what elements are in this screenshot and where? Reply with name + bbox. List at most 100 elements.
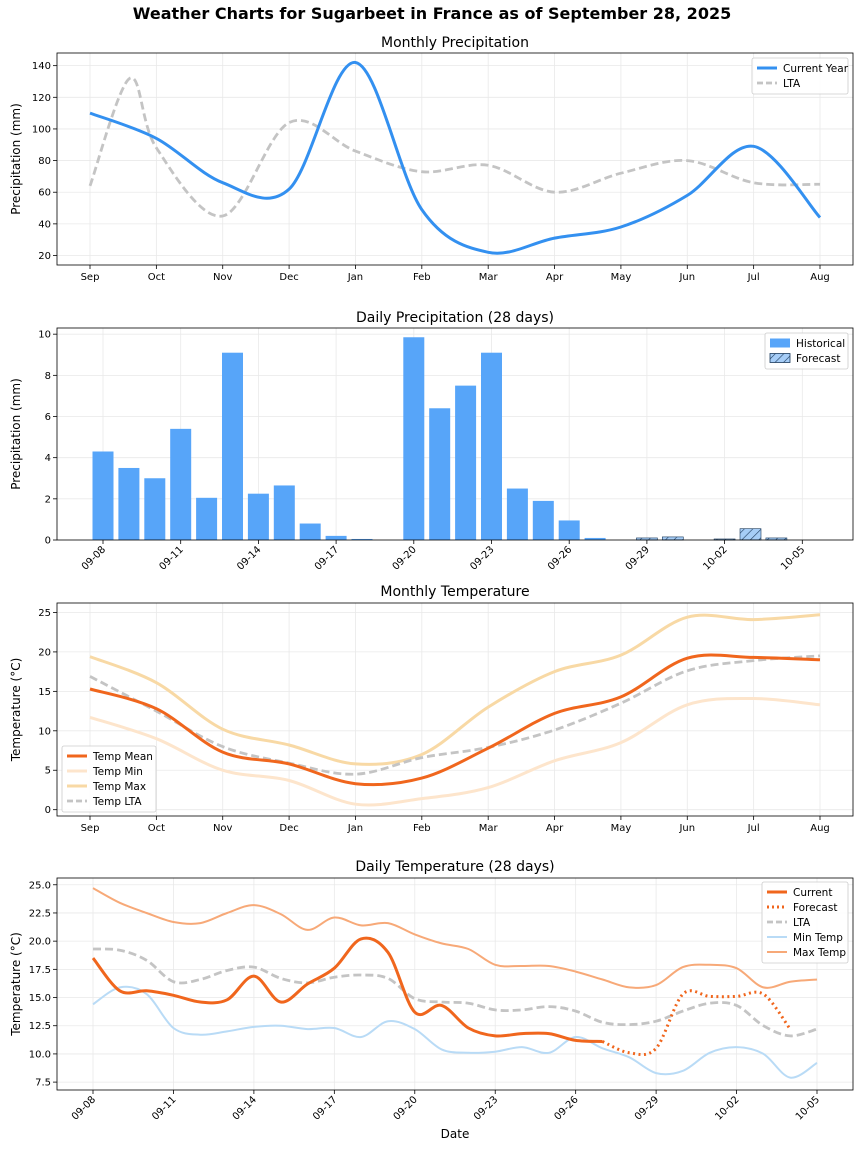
y-tick-label: 5 bbox=[45, 766, 51, 777]
y-tick-label: 140 bbox=[32, 61, 51, 72]
x-tick-label: Oct bbox=[148, 272, 165, 283]
historical-bar bbox=[92, 451, 114, 540]
x-tick-label: Aug bbox=[810, 272, 830, 283]
historical-bar bbox=[222, 352, 243, 540]
chart-title: Daily Precipitation (28 days) bbox=[356, 310, 554, 326]
chart-monthly_precip: Monthly Precipitation 20 40 60 80 100 120 140 Pr… bbox=[9, 35, 854, 283]
x-tick-label: Jun bbox=[678, 272, 695, 283]
plot-frame bbox=[56, 327, 854, 541]
historical-bar bbox=[455, 385, 477, 540]
legend-label: Historical bbox=[796, 338, 845, 350]
plot-frame bbox=[56, 877, 854, 1091]
chart-title: Daily Temperature (28 days) bbox=[355, 859, 554, 875]
legend-item: Max Temp bbox=[767, 947, 846, 959]
chart-title: Monthly Temperature bbox=[380, 584, 529, 600]
y-axis-label: Precipitation (mm) bbox=[9, 378, 23, 490]
series-current-year-line bbox=[89, 61, 822, 255]
y-tick-label: 10 bbox=[38, 726, 51, 737]
legend-item: Temp Mean bbox=[67, 751, 153, 763]
y-tick-label: 10.0 bbox=[29, 1049, 51, 1060]
chart-title: Monthly Precipitation bbox=[381, 35, 529, 51]
y-tick-label: 10 bbox=[38, 330, 51, 341]
historical-bar bbox=[144, 478, 166, 540]
x-tick-label: May bbox=[611, 823, 632, 834]
x-tick-label: 09-11 bbox=[150, 1094, 178, 1122]
x-tick-label: 10-02 bbox=[713, 1094, 741, 1122]
x-tick-label: Oct bbox=[148, 823, 165, 834]
x-tick-label: 09-08 bbox=[80, 544, 108, 572]
x-tick-label: Apr bbox=[546, 823, 564, 834]
x-tick-label: Nov bbox=[213, 272, 233, 283]
x-tick-label: 10-05 bbox=[779, 544, 807, 572]
y-tick-label: 20.0 bbox=[29, 937, 51, 948]
y-tick-label: 80 bbox=[38, 156, 51, 167]
legend-item: Min Temp bbox=[767, 932, 843, 944]
y-tick-label: 40 bbox=[38, 219, 51, 230]
x-tick-label: Jun bbox=[678, 823, 695, 834]
legend-label: Temp Min bbox=[92, 766, 143, 778]
series-temp-mean-line bbox=[89, 653, 821, 787]
legend-label: Forecast bbox=[796, 353, 840, 365]
legend-swatch bbox=[770, 338, 790, 348]
historical-bar bbox=[403, 337, 425, 540]
legend-label: Temp Max bbox=[92, 781, 146, 793]
historical-bar bbox=[247, 493, 269, 540]
historical-bar bbox=[351, 538, 373, 540]
x-tick-label: 09-11 bbox=[157, 544, 185, 572]
legend-item: LTA bbox=[757, 78, 801, 90]
x-tick-label: 10-05 bbox=[794, 1094, 822, 1122]
x-tick-label: Jan bbox=[347, 823, 363, 834]
forecast-bar bbox=[739, 528, 762, 541]
x-tick-label: May bbox=[611, 272, 632, 283]
x-tick-label: 09-29 bbox=[633, 1094, 661, 1122]
legend-item: Temp Min bbox=[67, 766, 143, 778]
legend-item: Forecast bbox=[769, 353, 840, 365]
y-tick-label: 20 bbox=[38, 647, 51, 658]
x-tick-label: Feb bbox=[413, 823, 431, 834]
y-tick-label: 120 bbox=[32, 93, 51, 104]
x-tick-label: Mar bbox=[479, 823, 499, 834]
y-tick-label: 12.5 bbox=[29, 1021, 51, 1032]
historical-bar bbox=[584, 537, 606, 540]
y-tick-label: 4 bbox=[45, 453, 51, 464]
legend-label: Max Temp bbox=[793, 947, 846, 959]
figure-title: Weather Charts for Sugarbeet in France a… bbox=[133, 4, 731, 23]
y-tick-label: 15 bbox=[38, 687, 51, 698]
x-tick-label: 09-26 bbox=[546, 544, 574, 572]
legend-label: Temp Mean bbox=[92, 751, 153, 763]
x-tick-label: 09-14 bbox=[235, 544, 263, 572]
legend-label: Min Temp bbox=[793, 932, 843, 944]
legend-label: Forecast bbox=[793, 902, 837, 914]
x-tick-label: 09-14 bbox=[231, 1094, 259, 1122]
x-tick-label: 09-23 bbox=[472, 1094, 500, 1122]
historical-bar bbox=[506, 488, 528, 540]
legend-item: Forecast bbox=[767, 902, 837, 914]
x-tick-label: 09-20 bbox=[392, 1094, 420, 1122]
historical-bar bbox=[429, 408, 451, 540]
x-tick-label: Jul bbox=[747, 823, 760, 834]
x-tick-label: Apr bbox=[546, 272, 564, 283]
plot-frame bbox=[56, 602, 854, 817]
x-tick-label: 09-29 bbox=[624, 544, 652, 572]
series-forecast-line bbox=[601, 989, 792, 1057]
y-tick-label: 6 bbox=[45, 412, 51, 423]
x-axis-label: Date bbox=[441, 1127, 470, 1141]
x-tick-label: Dec bbox=[279, 272, 298, 283]
x-tick-label: Feb bbox=[413, 272, 431, 283]
forecast-bar bbox=[661, 536, 684, 541]
legend-label: LTA bbox=[793, 917, 811, 929]
y-tick-label: 0 bbox=[45, 536, 51, 547]
legend-item: Temp LTA bbox=[67, 796, 142, 808]
y-tick-label: 0 bbox=[45, 805, 51, 816]
y-tick-label: 15.0 bbox=[29, 993, 51, 1004]
x-tick-label: 09-20 bbox=[391, 544, 419, 572]
legend-label: Temp LTA bbox=[92, 796, 142, 808]
legend-box bbox=[761, 881, 849, 964]
y-tick-label: 8 bbox=[45, 371, 51, 382]
historical-bar bbox=[273, 485, 295, 540]
y-tick-label: 25.0 bbox=[29, 880, 51, 891]
x-tick-label: 10-02 bbox=[701, 544, 729, 572]
x-tick-label: Dec bbox=[279, 823, 298, 834]
y-axis-label: Temperature (°C) bbox=[9, 932, 23, 1037]
